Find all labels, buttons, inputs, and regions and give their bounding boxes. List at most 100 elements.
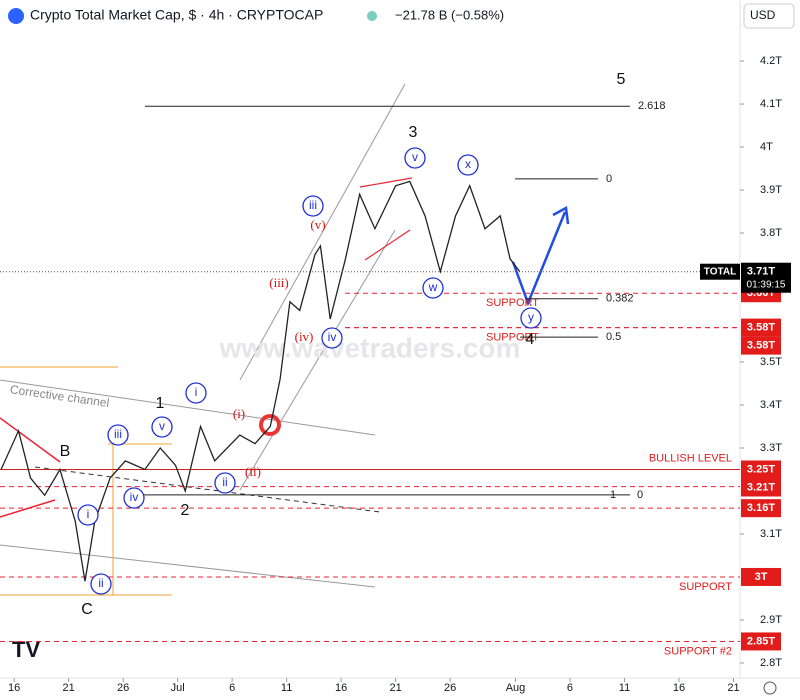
level-badge [741, 499, 781, 518]
fib-label: 0 [606, 173, 612, 185]
symbol-icon [8, 8, 24, 24]
wave-label: i [87, 507, 90, 521]
projection-arrow [511, 211, 567, 307]
y-tick-label: 3.8T [760, 227, 782, 239]
wave-circle [107, 424, 129, 446]
y-tick-label: 4T [760, 141, 773, 153]
wave-circle [123, 487, 145, 509]
level-badge [741, 460, 781, 479]
wave-label: iii [309, 198, 317, 212]
watermark: www.wavetraders.com [219, 332, 521, 363]
y-tick-label: 3.5T [760, 356, 782, 368]
wave-circle [214, 472, 236, 494]
x-tick-label: Jul [171, 682, 185, 694]
x-tick-label: 16 [8, 682, 20, 694]
wave-circle [90, 573, 112, 595]
level-label: 2.85T [747, 635, 775, 647]
wave-label: 2 [181, 502, 190, 519]
wave-label: iv [328, 330, 337, 344]
wave-label: 3 [409, 124, 418, 141]
y-tick-label: 3.4T [760, 399, 782, 411]
fib-label: 2.618 [638, 100, 666, 112]
wedge-line [359, 177, 413, 188]
last-price-name: TOTAL [704, 266, 736, 277]
wave-label: 5 [617, 71, 626, 88]
channel-line [0, 379, 376, 436]
trend-line [34, 466, 381, 513]
wave-label: iv [130, 490, 139, 504]
wave-label: (i) [233, 406, 245, 421]
channel-line [239, 229, 396, 491]
wave-circle [520, 307, 542, 329]
fib-label: 0 [637, 489, 643, 501]
level-note: SUPPORT #2 [664, 645, 732, 657]
x-tick-label: 21 [727, 682, 739, 694]
wave-circle [185, 382, 207, 404]
wave-circle [77, 504, 99, 526]
wave-label: w [428, 280, 438, 294]
wave-label: v [412, 150, 418, 164]
wave-label: (iv) [295, 329, 314, 344]
x-tick-label: Aug [506, 682, 526, 694]
y-tick-label: 4.1T [760, 98, 782, 110]
y-tick-label: 4.2T [760, 55, 782, 67]
breakout-marker [259, 414, 281, 436]
level-badge [741, 567, 781, 586]
level-badge [741, 632, 781, 651]
x-tick-label: 11 [619, 682, 630, 694]
drawings [0, 83, 570, 596]
level-note: SUPPORT [679, 581, 732, 593]
wave-label: v [159, 419, 165, 433]
x-tick-label: 6 [567, 682, 573, 694]
currency-button[interactable] [743, 3, 795, 29]
level-note: SUPPORT [486, 297, 539, 309]
wave-label: ii [98, 576, 103, 590]
level-label: 3.58T [747, 322, 775, 334]
wave-circle [404, 147, 426, 169]
logo: TV [12, 637, 40, 662]
level-label: 3T [755, 571, 768, 583]
x-tick-label: 26 [117, 682, 129, 694]
wave-circle [457, 154, 479, 176]
x-tick-label: 16 [335, 682, 347, 694]
x-tick-label: 11 [281, 682, 292, 694]
arrow-head [552, 206, 570, 225]
wave-label: y [528, 310, 534, 324]
wave-label: x [465, 157, 471, 171]
x-tick-label: 16 [673, 682, 685, 694]
countdown: 01:39:15 [747, 279, 786, 290]
level-note: BULLISH LEVEL [649, 452, 732, 464]
y-tick-label: 3.9T [760, 184, 782, 196]
wave-label: (v) [310, 217, 325, 232]
wave-circle [422, 277, 444, 299]
wedge-line [364, 229, 411, 261]
level-label: 3.16T [747, 502, 775, 514]
last-price-label: 3.71T [747, 266, 775, 278]
level-label: 3.21T [747, 481, 775, 493]
fib-label: 0.5 [606, 331, 621, 343]
level-label: 3.25T [747, 463, 775, 475]
wave-label: i [195, 385, 198, 399]
channel-line [0, 544, 376, 588]
level-note: SUPPORT [486, 332, 539, 344]
y-tick-label: 2.9T [760, 614, 782, 626]
x-tick-label: 21 [389, 682, 401, 694]
fib-label: 0.382 [606, 293, 634, 305]
wave-label: 4 [526, 331, 535, 348]
price-change: −21.78 B (−0.58%) [395, 7, 504, 22]
settings-icon[interactable] [763, 681, 777, 695]
channel-line [239, 83, 406, 381]
wave-circle [302, 195, 324, 217]
y-tick-label: 3.3T [760, 442, 782, 454]
wave-label: (ii) [245, 464, 261, 479]
level-badge [741, 318, 781, 337]
level-label: 3.58T [747, 340, 775, 352]
level-badge [741, 478, 781, 497]
wave-label: C [81, 601, 93, 618]
wave-label: B [60, 443, 71, 460]
status-dot [367, 11, 377, 21]
wave-label: (iii) [269, 275, 289, 290]
currency-label[interactable]: USD [750, 8, 776, 22]
fib-label: 1 [610, 489, 616, 501]
symbol-title: Crypto Total Market Cap, $ · 4h · CRYPTO… [30, 7, 323, 23]
